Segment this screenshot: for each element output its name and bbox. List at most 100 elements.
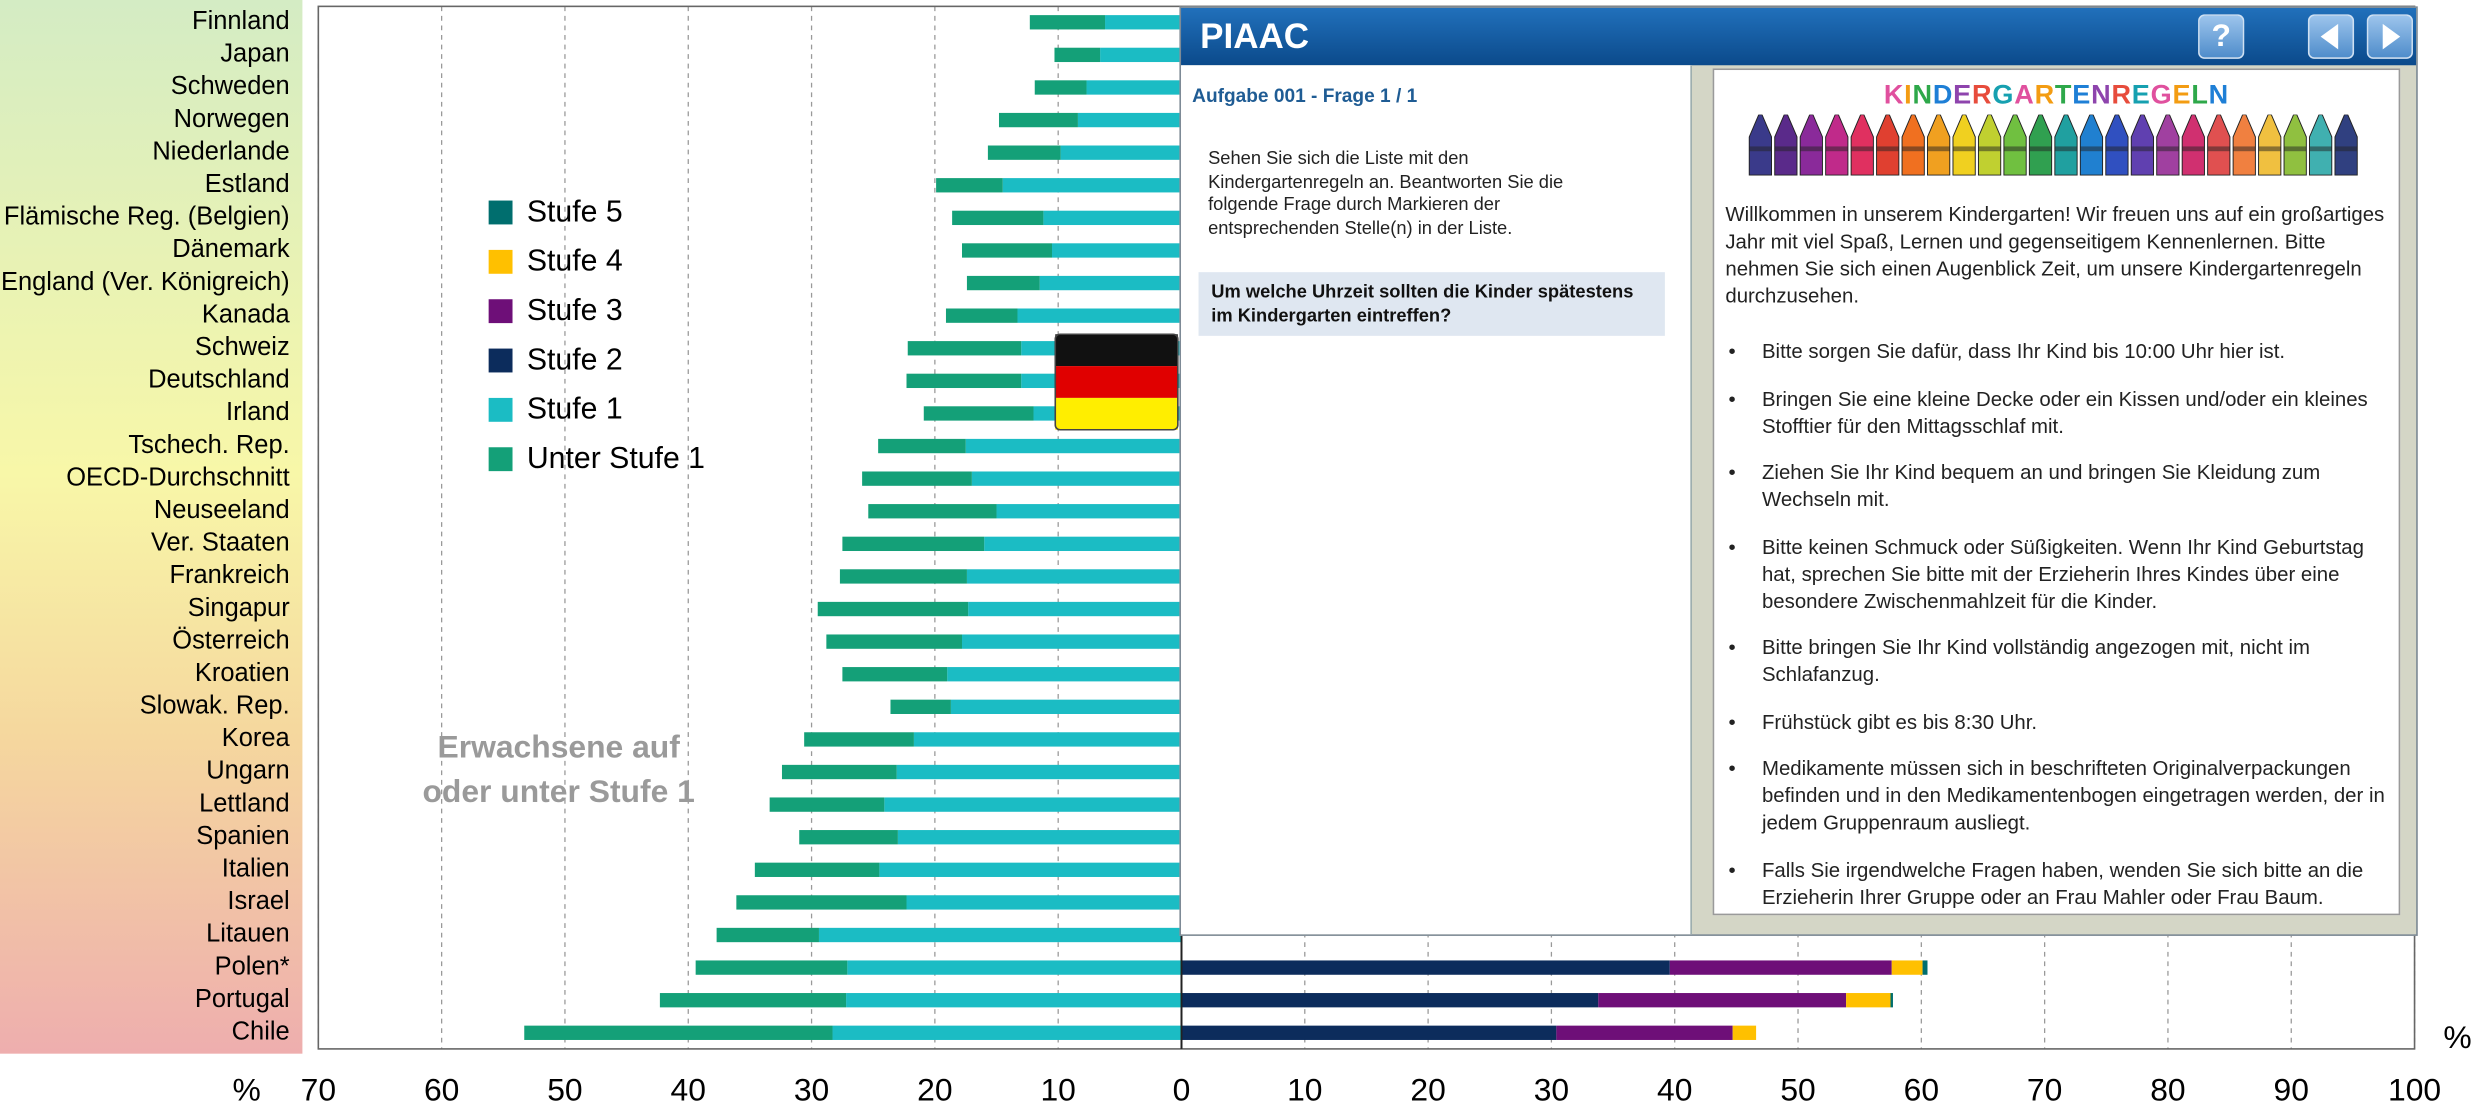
bar-segment (1100, 47, 1182, 63)
y-tick-label: Deutschland (148, 366, 290, 394)
x-tick-label: 100 (2388, 1071, 2441, 1104)
rule-item[interactable]: Ziehen Sie Ihr Kind bequem an und bringe… (1725, 458, 2390, 512)
bar-segment (754, 862, 880, 877)
bar-segment (1086, 80, 1182, 95)
x-tick-label: 10 (1287, 1071, 1322, 1104)
bar-segment (878, 438, 966, 454)
bar-segment (1890, 993, 1893, 1008)
y-tick-label: OECD-Durchschnitt (66, 463, 289, 491)
rule-item[interactable]: Bringen Sie eine kleine Decke oder ein K… (1725, 384, 2390, 438)
bar-segment (966, 275, 1040, 291)
y-tick-label: Irland (226, 398, 290, 426)
bar-segment (1002, 178, 1182, 193)
rule-item[interactable]: Falls Sie irgendwelche Fragen haben, wen… (1725, 856, 2390, 910)
legend-swatch (488, 397, 513, 422)
x-tick-label: 50 (547, 1071, 582, 1104)
legend-label: Stufe 1 (527, 393, 623, 426)
crayon-band (1774, 146, 1797, 152)
crayon (2334, 114, 2358, 176)
x-tick-label: 0 (1173, 1071, 1191, 1104)
rule-item[interactable]: Bitte sorgen Sie dafür, dass Ihr Kind bi… (1725, 337, 2390, 364)
crayon-band (1927, 146, 1950, 152)
crayon-band (2182, 146, 2205, 152)
y-tick-label: Chile (232, 1018, 290, 1046)
crayons-image (1748, 114, 2358, 176)
help-button[interactable]: ? (2198, 14, 2245, 59)
crayon (1825, 114, 1849, 176)
rule-item[interactable]: Frühstück gibt es bis 8:30 Uhr. (1725, 707, 2390, 734)
y-tick-label: Kanada (202, 300, 291, 328)
bar-segment (998, 112, 1078, 128)
crayon-band (2258, 146, 2281, 152)
crayon-band (2233, 146, 2256, 152)
crayon-band (2131, 146, 2154, 152)
crayon-band (2029, 146, 2052, 152)
flag-band (1055, 334, 1178, 367)
bar-segment (984, 536, 1182, 552)
bar-segment (1043, 210, 1182, 226)
bar-segment (839, 569, 967, 584)
bar-segment (968, 601, 1182, 617)
crayon-band (1952, 146, 1976, 152)
bar-segment (1181, 1025, 1557, 1040)
flag-band (1055, 366, 1178, 398)
rule-item[interactable]: Medikamente müssen sich in beschrifteten… (1725, 754, 2390, 835)
x-tick-label: 70 (2027, 1071, 2062, 1104)
crayon-band (1749, 146, 1772, 152)
bar-segment (1846, 993, 1891, 1008)
label-background (0, 0, 303, 1054)
bar-segment (971, 471, 1182, 486)
crayon (2258, 114, 2282, 176)
crayon (2156, 114, 2180, 176)
crayon-band (1800, 146, 1823, 152)
y-tick-label: Ver. Staaten (151, 529, 290, 557)
document-intro[interactable]: Willkommen in unserem Kindergarten! Wir … (1725, 202, 2385, 308)
bar-segment (1054, 47, 1101, 63)
bar-segment (818, 927, 1182, 943)
window-header: PIAAC ? (1181, 7, 2417, 66)
x-axis-label: % (233, 1071, 261, 1104)
y-tick-label: Singapur (188, 594, 290, 622)
bar-segment (736, 895, 907, 910)
legend-swatch (488, 200, 513, 225)
y-tick-label: Lettland (199, 789, 290, 817)
y-tick-label: Litauen (206, 920, 290, 948)
crayon (2181, 114, 2205, 176)
bar-segment (897, 830, 1182, 845)
flag-icon (1054, 333, 1179, 431)
rule-item[interactable]: Bitte keinen Schmuck oder Süßigkeiten. W… (1725, 532, 2390, 613)
bar-segment (1556, 1025, 1733, 1040)
piaac-window: PIAAC ? Aufgabe 001 - Frage 1 / 1 Sehen … (1179, 6, 2418, 936)
crayon-band (2156, 146, 2179, 152)
question: Um welche Uhrzeit sollten die Kinder spä… (1198, 272, 1665, 336)
x-tick-label: 40 (1657, 1071, 1692, 1104)
y-tick-label: Italien (222, 855, 290, 883)
task-label: Aufgabe 001 - Frage 1 / 1 (1192, 84, 1418, 107)
crayon (1901, 114, 1925, 176)
bar-segment (966, 569, 1182, 584)
y-tick-label: Slowak. Rep. (140, 692, 290, 720)
crayon (2283, 114, 2307, 176)
rule-item[interactable]: Bitte bringen Sie Ihr Kind vollständig a… (1725, 633, 2390, 687)
bar-segment (1598, 993, 1847, 1008)
y-tick-label: Japan (220, 40, 289, 68)
legend-label: Stufe 4 (527, 245, 623, 278)
crayon (1952, 114, 1976, 176)
bar-segment (1077, 112, 1182, 128)
crayon (1799, 114, 1823, 176)
legend-label: Unter Stufe 1 (527, 442, 705, 475)
bar-segment (1732, 1025, 1757, 1040)
next-button[interactable] (2366, 14, 2413, 59)
bar-segment (996, 504, 1182, 519)
window-title: PIAAC (1200, 15, 1310, 56)
bar-segment (1029, 15, 1106, 30)
bar-segment (965, 438, 1182, 454)
bar-segment (769, 797, 885, 812)
y-tick-label: Estland (205, 170, 290, 198)
bar-segment (804, 732, 914, 747)
back-button[interactable] (2307, 14, 2355, 59)
bar-segment (1017, 308, 1182, 323)
bar-segment (879, 862, 1182, 877)
